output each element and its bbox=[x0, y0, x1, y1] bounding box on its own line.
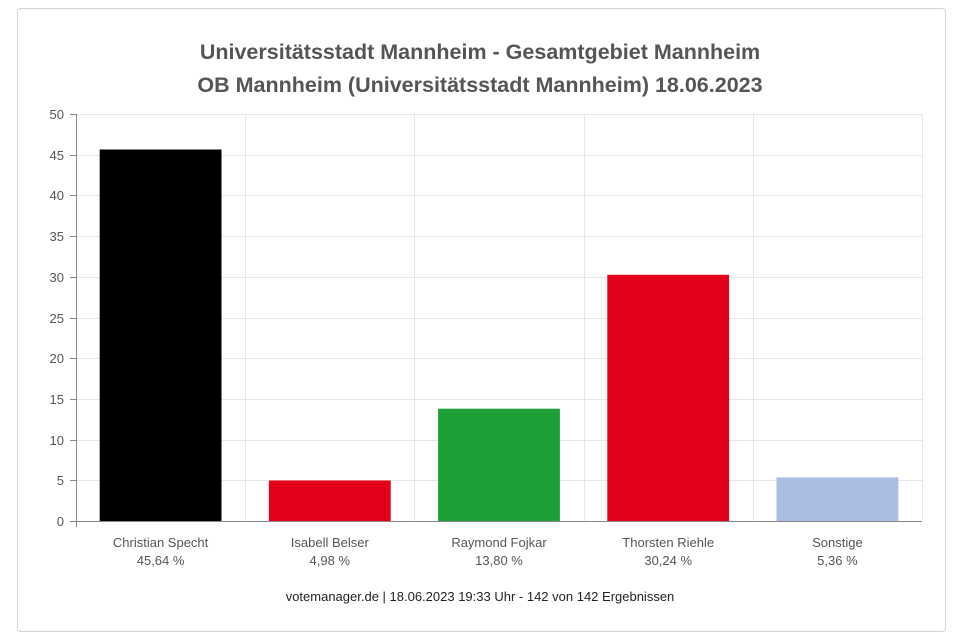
percent-label: 30,24 % bbox=[644, 553, 692, 568]
y-tick-label: 35 bbox=[50, 229, 64, 244]
chart-subtitle: OB Mannheim (Universitätsstadt Mannheim)… bbox=[197, 73, 763, 97]
bars bbox=[99, 149, 899, 521]
percent-label: 13,80 % bbox=[475, 553, 523, 568]
percent-label: 4,98 % bbox=[310, 553, 351, 568]
category-label: Raymond Fojkar bbox=[451, 535, 547, 550]
bar-isabell-belser bbox=[268, 480, 391, 521]
y-tick-label: 5 bbox=[57, 473, 64, 488]
chart-title: Universitätsstadt Mannheim - Gesamtgebie… bbox=[199, 40, 761, 64]
bar-raymond-fojkar bbox=[438, 408, 560, 521]
bar-sonstige bbox=[776, 477, 899, 521]
category-label: Christian Specht bbox=[113, 535, 209, 550]
y-tick-label: 15 bbox=[50, 392, 64, 407]
percent-label: 45,64 % bbox=[137, 553, 185, 568]
category-label: Thorsten Riehle bbox=[622, 535, 714, 550]
y-tick-label: 50 bbox=[50, 107, 64, 122]
y-tick-label: 0 bbox=[57, 514, 64, 529]
percent-label: 5,36 % bbox=[817, 553, 858, 568]
bar-christian-specht bbox=[99, 149, 222, 521]
category-label: Isabell Belser bbox=[291, 535, 370, 550]
chart-footer: votemanager.de | 18.06.2023 19:33 Uhr - … bbox=[285, 589, 675, 604]
axes bbox=[76, 114, 922, 527]
y-axis-ticks: 0 5 10 15 20 25 30 35 40 45 50 bbox=[50, 107, 76, 529]
category-label: Sonstige bbox=[812, 535, 863, 550]
bar-thorsten-riehle bbox=[607, 274, 730, 521]
y-tick-label: 45 bbox=[50, 148, 64, 163]
y-tick-label: 25 bbox=[50, 311, 64, 326]
y-tick-label: 30 bbox=[50, 270, 64, 285]
y-tick-label: 20 bbox=[50, 351, 64, 366]
y-tick-label: 40 bbox=[50, 188, 64, 203]
y-tick-label: 10 bbox=[50, 433, 64, 448]
category-labels: Christian Specht 45,64 % Isabell Belser 4,9… bbox=[113, 535, 863, 568]
